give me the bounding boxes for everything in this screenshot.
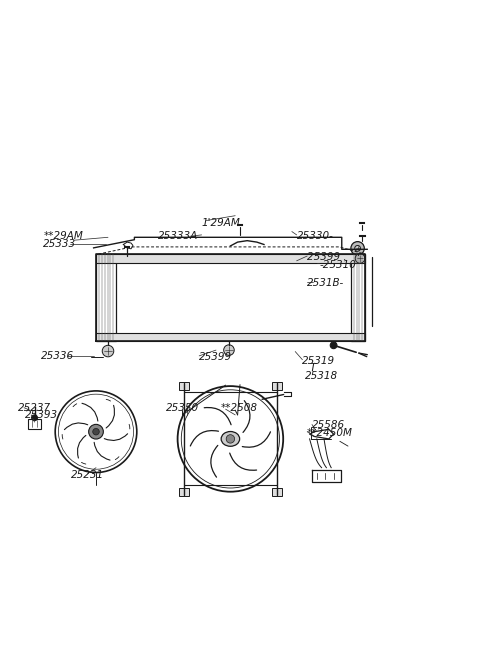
Bar bbox=[272, 382, 282, 390]
Text: 25318: 25318 bbox=[305, 371, 338, 380]
Circle shape bbox=[355, 254, 365, 263]
Text: T: T bbox=[310, 363, 316, 373]
Bar bbox=[179, 488, 189, 496]
Text: 1'29AM: 1'29AM bbox=[202, 218, 240, 228]
Text: 25399: 25399 bbox=[199, 352, 232, 362]
Bar bbox=[272, 488, 282, 496]
Text: 25319: 25319 bbox=[302, 356, 336, 366]
Text: **2450M: **2450M bbox=[306, 428, 352, 438]
Bar bbox=[351, 254, 365, 340]
Circle shape bbox=[32, 415, 37, 420]
Text: 25333: 25333 bbox=[43, 239, 76, 249]
Circle shape bbox=[330, 342, 337, 349]
Bar bbox=[96, 254, 116, 340]
Text: 25586: 25586 bbox=[312, 420, 345, 430]
Circle shape bbox=[89, 424, 103, 439]
Text: **29AM: **29AM bbox=[43, 231, 83, 241]
Circle shape bbox=[355, 246, 360, 251]
Circle shape bbox=[102, 346, 114, 357]
Circle shape bbox=[226, 435, 235, 443]
Text: 25231: 25231 bbox=[71, 470, 104, 480]
Ellipse shape bbox=[221, 432, 240, 446]
Circle shape bbox=[351, 242, 364, 255]
Text: 2531B-: 2531B- bbox=[307, 279, 345, 288]
Bar bbox=[28, 419, 41, 429]
Circle shape bbox=[224, 345, 234, 355]
Text: 25237: 25237 bbox=[18, 403, 51, 413]
Text: **2508: **2508 bbox=[221, 403, 258, 413]
Text: 25336: 25336 bbox=[41, 351, 74, 361]
Text: -25310: -25310 bbox=[319, 260, 356, 269]
Text: 25393: 25393 bbox=[25, 410, 58, 420]
Text: 25333A: 25333A bbox=[158, 231, 199, 241]
Circle shape bbox=[93, 428, 99, 435]
Text: 25399 .: 25399 . bbox=[307, 252, 347, 262]
Text: 25350: 25350 bbox=[166, 403, 199, 413]
Bar bbox=[179, 382, 189, 390]
Bar bbox=[96, 254, 365, 263]
Bar bbox=[96, 333, 365, 340]
Text: 25330-: 25330- bbox=[297, 231, 334, 241]
